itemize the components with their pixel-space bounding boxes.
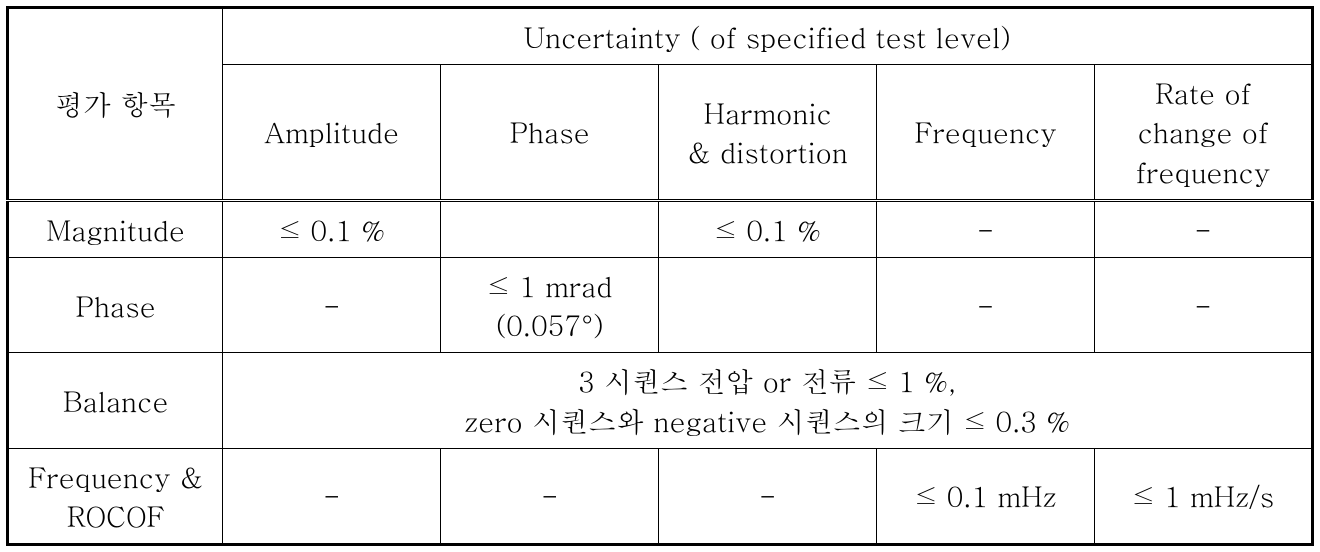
cell-freq-amplitude: - — [223, 448, 441, 544]
row-label-balance: Balance — [8, 353, 223, 448]
uncertainty-table: 평가 항목 Uncertainty ( of specified test le… — [6, 6, 1314, 546]
cell-freq-phase: - — [441, 448, 659, 544]
cell-balance-merged: 3 시퀀스 전압 or 전류 ≤ 1 %, zero 시퀀스와 negative… — [223, 353, 1313, 448]
cell-magnitude-phase — [441, 200, 659, 257]
header-row-1: 평가 항목 Uncertainty ( of specified test le… — [8, 8, 1313, 65]
cell-magnitude-amplitude: ≤ 0.1 % — [223, 200, 441, 257]
col-header-rocof: Rate ofchange offrequency — [1095, 65, 1313, 201]
cell-magnitude-frequency: - — [877, 200, 1095, 257]
col-header-harmonic: Harmonic& distortion — [659, 65, 877, 201]
row-magnitude: Magnitude ≤ 0.1 % ≤ 0.1 % - - — [8, 200, 1313, 257]
cell-freq-rocof: ≤ 1 mHz/s — [1095, 448, 1313, 544]
row-label-magnitude: Magnitude — [8, 200, 223, 257]
cell-freq-harmonic: - — [659, 448, 877, 544]
row-balance: Balance 3 시퀀스 전압 or 전류 ≤ 1 %, zero 시퀀스와 … — [8, 353, 1313, 448]
cell-freq-frequency: ≤ 0.1 mHz — [877, 448, 1095, 544]
col-header-phase: Phase — [441, 65, 659, 201]
balance-line-2: zero 시퀀스와 negative 시퀀스의 크기 ≤ 0.3 % — [227, 401, 1307, 440]
row-label-header: 평가 항목 — [8, 8, 223, 201]
cell-phase-rocof: - — [1095, 257, 1313, 352]
col-header-frequency: Frequency — [877, 65, 1095, 201]
row-phase: Phase - ≤ 1 mrad(0.057°) - - — [8, 257, 1313, 352]
row-freq-rocof: Frequency &ROCOF - - - ≤ 0.1 mHz ≤ 1 mHz… — [8, 448, 1313, 544]
cell-magnitude-rocof: - — [1095, 200, 1313, 257]
col-header-amplitude: Amplitude — [223, 65, 441, 201]
cell-phase-phase: ≤ 1 mrad(0.057°) — [441, 257, 659, 352]
cell-phase-frequency: - — [877, 257, 1095, 352]
cell-magnitude-harmonic: ≤ 0.1 % — [659, 200, 877, 257]
group-header: Uncertainty ( of specified test level) — [223, 8, 1313, 65]
cell-phase-harmonic — [659, 257, 877, 352]
balance-line-1: 3 시퀀스 전압 or 전류 ≤ 1 %, — [227, 361, 1307, 400]
cell-phase-amplitude: - — [223, 257, 441, 352]
row-label-freq-rocof: Frequency &ROCOF — [8, 448, 223, 544]
row-label-phase: Phase — [8, 257, 223, 352]
